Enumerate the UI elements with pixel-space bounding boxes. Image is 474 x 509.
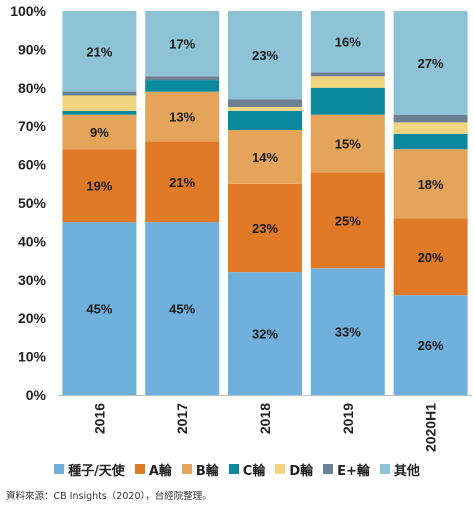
legend-item: 種子/天使	[54, 460, 125, 479]
legend-label: 種子/天使	[68, 463, 125, 479]
bar-segment	[310, 172, 385, 269]
legend-label: B輪	[195, 463, 219, 479]
data-label: 45%	[86, 302, 112, 317]
legend-item: D輪	[275, 460, 313, 479]
bar-segment	[228, 107, 302, 111]
bar-segment	[310, 11, 385, 73]
y-tick-label: 80%	[18, 80, 47, 96]
data-label: 32%	[252, 327, 278, 342]
bar-segment	[393, 133, 468, 150]
bars: 45% 19% 9% 21% 45% 21% 13% 17% 32% 23% 14% 23% 33% 25…	[58, 11, 472, 396]
bar-segment	[62, 149, 137, 223]
bar-segment	[62, 110, 137, 115]
data-label: 18%	[418, 177, 444, 192]
legend-label: D輪	[289, 463, 314, 479]
legend-swatch	[134, 464, 145, 474]
legend-item: B輪	[181, 460, 219, 479]
x-tick-label: 2016	[91, 403, 107, 434]
bar-segment	[393, 149, 468, 219]
bar-segment	[393, 122, 468, 134]
bar-segment	[393, 11, 468, 115]
data-label: 45%	[169, 302, 195, 317]
data-label: 33%	[335, 325, 361, 340]
bar-segment	[228, 183, 302, 273]
source-note: 資料來源：CB Insights（2020），台經院整理。	[6, 491, 212, 502]
data-label: 16%	[335, 35, 361, 50]
legend-swatch	[275, 464, 286, 474]
stacked-bar-chart: 0% 10% 20% 30% 40% 50% 60% 70% 80% 90% 100% 45% 19%…	[10, 3, 472, 452]
data-label: 15%	[335, 136, 361, 151]
y-tick-label: 90%	[18, 41, 47, 57]
y-tick-label: 10%	[18, 349, 47, 365]
bar-segment	[145, 91, 220, 142]
bar-segment	[393, 295, 468, 395]
legend-label: E+輪	[337, 463, 370, 479]
y-tick-label: 0%	[26, 387, 47, 403]
bar-segment	[310, 114, 385, 173]
data-label: 23%	[252, 48, 278, 63]
y-tick-label: 70%	[18, 118, 47, 134]
bar-segment	[62, 91, 137, 96]
data-label: 25%	[335, 213, 361, 228]
x-tick-label: 2017	[174, 403, 190, 434]
legend-item: E+輪	[323, 460, 370, 479]
y-tick-label: 20%	[18, 310, 47, 326]
legend-swatch	[228, 464, 239, 474]
y-axis: 0% 10% 20% 30% 40% 50% 60% 70% 80% 90% 100%	[10, 3, 46, 403]
bar-segment	[228, 110, 302, 131]
bar-segment	[228, 11, 302, 100]
data-label: 26%	[418, 338, 444, 353]
data-label: 20%	[418, 250, 444, 265]
bar-segment	[228, 130, 302, 184]
bar-segment	[62, 222, 137, 395]
legend-item: A輪	[134, 460, 172, 479]
legend-label: A輪	[148, 463, 172, 479]
data-label: 13%	[169, 110, 195, 125]
data-label: 23%	[252, 221, 278, 236]
legend-swatch	[379, 464, 390, 474]
data-label: 27%	[418, 56, 444, 71]
y-tick-label: 40%	[18, 233, 47, 249]
bar-segment	[145, 222, 220, 395]
bar-segment	[145, 76, 220, 81]
bar-segment	[228, 272, 302, 395]
legend: 種子/天使 A輪 B輪 C輪 D輪 E+輪 其他	[0, 458, 474, 480]
data-label: 9%	[90, 125, 109, 140]
data-label: 14%	[252, 150, 278, 165]
x-tick-label: 2019	[340, 403, 356, 434]
legend-label: C輪	[242, 463, 266, 479]
bar-segment	[310, 72, 385, 77]
legend-item: 其他	[379, 460, 420, 479]
legend-swatch	[54, 464, 65, 474]
bar-segment	[393, 218, 468, 296]
legend-swatch	[181, 464, 192, 474]
y-tick-label: 60%	[18, 157, 47, 173]
bar-segment	[310, 76, 385, 88]
bar-segment	[228, 99, 302, 107]
bar-segment	[62, 114, 137, 150]
bar-segment	[310, 268, 385, 395]
x-tick-label: 2020H1	[423, 403, 439, 452]
bar-segment	[310, 87, 385, 115]
data-label: 21%	[86, 44, 112, 59]
x-axis: 2016 2017 2018 2019 2020H1	[91, 403, 438, 452]
data-label: 21%	[169, 175, 195, 190]
y-tick-label: 50%	[18, 195, 47, 211]
y-tick-label: 100%	[10, 3, 46, 19]
bar-segment	[145, 11, 220, 77]
legend-label: 其他	[393, 463, 420, 479]
bar-segment	[145, 80, 220, 92]
x-tick-label: 2018	[257, 403, 273, 434]
data-label: 17%	[169, 37, 195, 52]
y-tick-label: 30%	[18, 272, 47, 288]
bar-segment	[62, 95, 137, 111]
legend-item: C輪	[228, 460, 266, 479]
bar-segment	[145, 141, 220, 223]
legend-swatch	[323, 464, 334, 474]
bar-segment	[62, 11, 137, 92]
bar-segment	[393, 114, 468, 123]
data-label: 19%	[86, 179, 112, 194]
